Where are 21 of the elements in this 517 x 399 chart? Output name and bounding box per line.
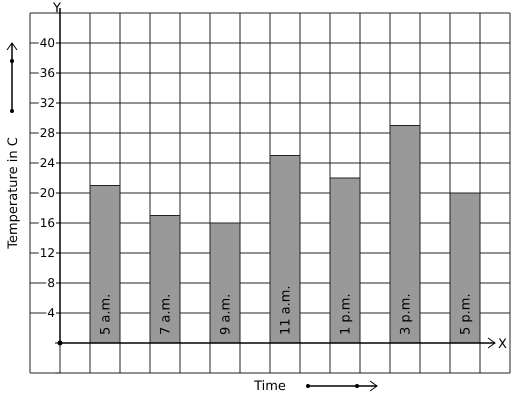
x-tick-label: 5 p.m. (458, 293, 474, 335)
x-tick-label: 9 a.m. (218, 294, 234, 335)
y-tick-label: 36 (40, 66, 55, 80)
y-tick-label: 4 (47, 306, 55, 320)
y-tick-label: 8 (47, 276, 55, 290)
x-axis-title: Time (253, 379, 286, 394)
y-tick-label: 40 (40, 36, 55, 50)
y-tick-label: 16 (40, 216, 55, 230)
annotation: X (498, 337, 507, 352)
y-tick-label: 12 (40, 246, 55, 260)
y-tick-label: 28 (40, 126, 55, 140)
y-axis-title: Temperature in C (6, 137, 21, 250)
x-tick-label: 11 a.m. (278, 285, 294, 335)
x-tick-label: 7 a.m. (158, 294, 174, 335)
annotation: Y (52, 1, 62, 16)
x-tick-label: 5 a.m. (98, 294, 114, 335)
y-tick-label: 32 (40, 96, 55, 110)
x-tick-label: 1 p.m. (338, 293, 354, 335)
x-tick-label: 3 p.m. (398, 293, 414, 335)
y-tick-label: 20 (40, 186, 55, 200)
y-tick-label: 24 (40, 156, 55, 170)
